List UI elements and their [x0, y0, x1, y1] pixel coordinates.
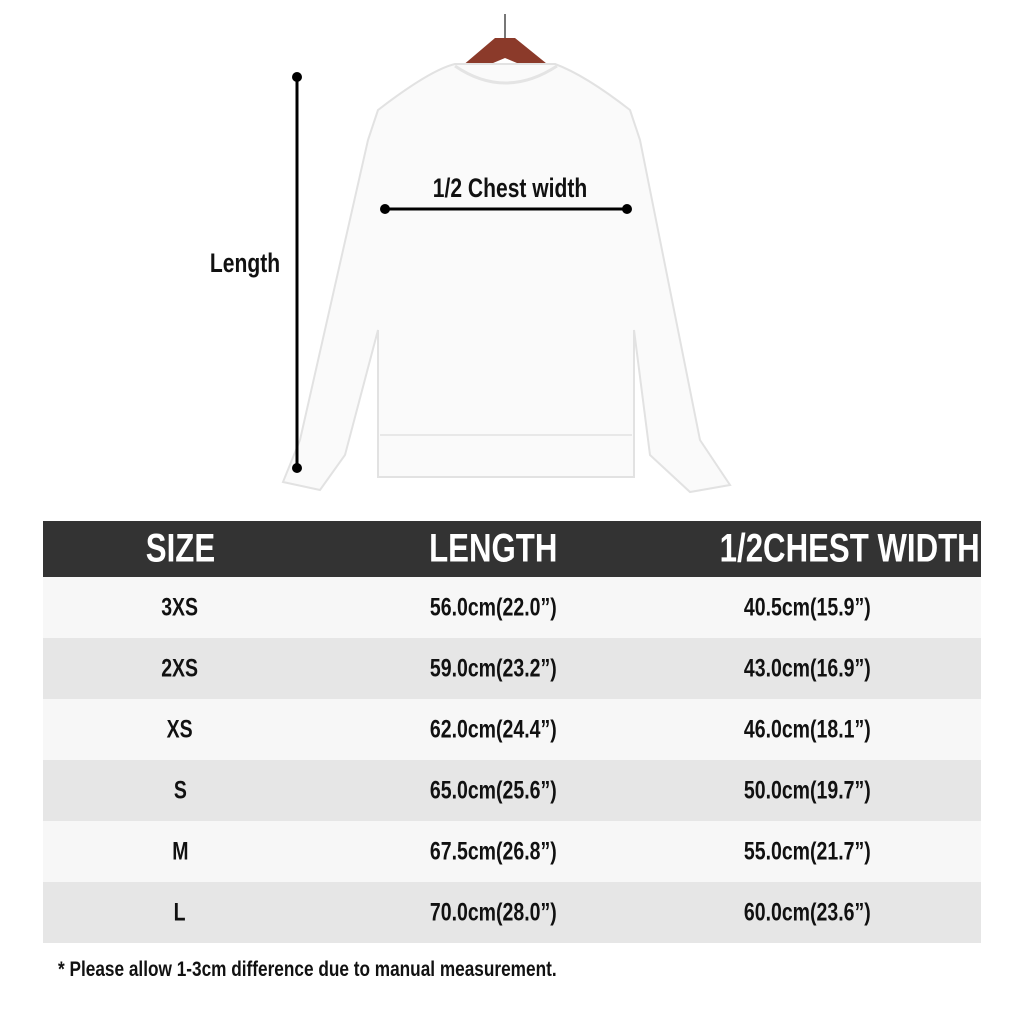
length-label: Length — [209, 248, 281, 278]
chest-width-label: 1/2 Chest width — [432, 173, 588, 203]
cell-size: L — [174, 898, 186, 926]
cell-length: 67.5cm(26.8”) — [429, 837, 557, 865]
cell-length: 70.0cm(28.0”) — [429, 898, 557, 926]
table-header: SIZE LENGTH 1/2CHEST WIDTH — [43, 521, 981, 577]
cell-chest: 46.0cm(18.1”) — [743, 715, 871, 743]
length-measure-line — [292, 72, 302, 473]
cell-length: 56.0cm(22.0”) — [429, 593, 557, 621]
measurement-note: * Please allow 1-3cm difference due to m… — [58, 958, 557, 981]
cell-chest: 55.0cm(21.7”) — [743, 837, 871, 865]
cell-chest: 50.0cm(19.7”) — [743, 776, 871, 804]
table-row: XS 62.0cm(24.4”) 46.0cm(18.1”) — [43, 699, 981, 760]
header-size: SIZE — [145, 526, 215, 571]
header-length: LENGTH — [428, 526, 558, 571]
cell-size: M — [171, 837, 189, 865]
cell-length: 59.0cm(23.2”) — [429, 654, 557, 682]
header-chest-width: 1/2CHEST WIDTH — [719, 526, 980, 571]
table-row: 3XS 56.0cm(22.0”) 40.5cm(15.9”) — [43, 577, 981, 638]
cell-size: XS — [166, 715, 194, 743]
cell-size: 3XS — [161, 593, 199, 621]
cell-chest: 60.0cm(23.6”) — [743, 898, 871, 926]
table-row: M 67.5cm(26.8”) 55.0cm(21.7”) — [43, 821, 981, 882]
sweatshirt-shape — [281, 63, 732, 494]
cell-chest: 40.5cm(15.9”) — [743, 593, 871, 621]
cell-length: 65.0cm(25.6”) — [429, 776, 557, 804]
table-row: S 65.0cm(25.6”) 50.0cm(19.7”) — [43, 760, 981, 821]
size-chart-table: SIZE LENGTH 1/2CHEST WIDTH 3XS 56.0cm(22… — [43, 521, 981, 943]
cell-length: 62.0cm(24.4”) — [429, 715, 557, 743]
sweatshirt-illustration — [281, 14, 732, 494]
chest-measure-line — [380, 204, 632, 214]
cell-size: S — [173, 776, 187, 804]
table-row: L 70.0cm(28.0”) 60.0cm(23.6”) — [43, 882, 981, 943]
table-row: 2XS 59.0cm(23.2”) 43.0cm(16.9”) — [43, 638, 981, 699]
cell-size: 2XS — [161, 654, 199, 682]
cell-chest: 43.0cm(16.9”) — [743, 654, 871, 682]
